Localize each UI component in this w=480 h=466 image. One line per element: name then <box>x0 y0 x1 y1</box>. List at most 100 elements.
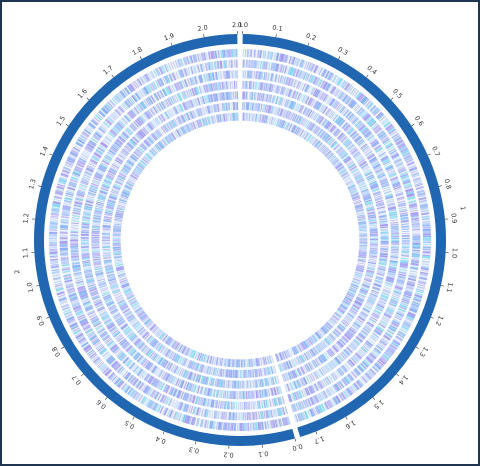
chr2-track-4-feature <box>116 334 123 341</box>
chr1-track-2-feature <box>400 173 409 178</box>
chr2-track-4-feature <box>163 372 169 381</box>
chr1-track-7-feature <box>322 148 329 155</box>
chr2-track-2-feature <box>62 270 71 274</box>
chr1-track-7-feature <box>344 178 352 183</box>
chr2-track-4-feature <box>132 351 140 359</box>
chr1-track-5-feature <box>307 109 313 118</box>
chr2-track-3-feature <box>101 333 110 340</box>
chr2-track-2-feature <box>259 411 263 420</box>
chr1-track-1-feature <box>262 50 265 59</box>
chr2-track-6-feature <box>228 369 230 378</box>
chr1-track-4-feature <box>298 379 303 388</box>
chr1-track-5-feature <box>294 102 299 111</box>
chr2-track-6-feature <box>104 266 113 270</box>
chr1-track-4-feature <box>377 174 386 179</box>
chr1-track-2-feature <box>327 84 333 92</box>
chr1-track-3-feature <box>369 336 377 342</box>
chr2-track-1-feature <box>59 176 68 182</box>
chr2-track-4-feature <box>250 390 253 399</box>
chr2-track-1-feature <box>178 413 182 422</box>
chr2-track-3-feature <box>279 396 283 405</box>
chr1-track-1-feature <box>383 351 392 359</box>
chr1-track-7-feature <box>280 351 285 360</box>
chr1-track-5-feature <box>325 121 332 130</box>
chr2-track-2-feature <box>213 410 216 419</box>
chr2-track-4-feature <box>109 326 117 333</box>
chr1-track-7-feature <box>337 167 346 173</box>
chr1-track-6-feature <box>296 356 302 365</box>
chr1-track-6-feature <box>337 325 345 332</box>
chr1-track-3-feature <box>398 204 407 208</box>
chr1-track-1-feature <box>364 372 372 380</box>
chr2-track-1-feature <box>75 141 84 148</box>
chr2-track-5-feature <box>264 378 268 387</box>
chr2-track-7-feature <box>168 338 174 346</box>
chr2-track-5-feature <box>91 234 100 235</box>
chr1-track-5-feature <box>358 314 367 320</box>
chr1-track-7-feature <box>359 241 368 243</box>
chr1-track-5-feature <box>371 287 380 292</box>
chr2-track-2-feature <box>135 380 142 389</box>
chr2-track-6-feature <box>102 231 111 233</box>
chr1-track-2-feature <box>333 384 340 392</box>
chr1-track-7-feature <box>351 195 360 200</box>
chr2-track-7-feature <box>235 359 237 368</box>
chr2-track-3-feature <box>180 391 185 400</box>
chr2-track-5-feature <box>221 92 224 101</box>
chr2-track-4-feature <box>259 389 262 398</box>
chr1-track-5-feature <box>374 280 383 284</box>
chr2-track-4-feature <box>236 391 238 400</box>
chr1-track-4-feature <box>386 276 395 280</box>
chr2-track-1-feature <box>49 229 58 231</box>
chr2-track-1-feature <box>164 64 169 73</box>
chr2-track-5-feature <box>118 153 126 160</box>
chr2-track-7-feature <box>222 358 224 367</box>
chr1-track-6-feature <box>347 312 355 318</box>
chr2-track-3-feature <box>132 107 139 115</box>
chr2-track-6-feature <box>162 125 168 133</box>
chr1-track-2-feature <box>378 341 386 347</box>
chr2-track-5-feature <box>210 377 214 386</box>
chr1-track-6-feature <box>337 148 344 155</box>
chr1-track-4-feature <box>346 127 353 134</box>
chr1-track-3-feature <box>351 117 359 125</box>
chr2-track-3-feature <box>99 331 107 337</box>
chr1-track-1-feature <box>414 182 423 186</box>
chr2-track-2-feature <box>211 410 214 419</box>
chr1-track-5-feature <box>304 364 310 373</box>
chr1-track-1-feature <box>309 408 314 417</box>
chr2-track-1-feature <box>72 146 81 152</box>
chr1-track-7-feature <box>348 187 357 192</box>
chr2-track-3-feature <box>132 365 140 373</box>
chr1-track-2-feature <box>389 324 398 330</box>
chr1-track-6-feature <box>299 117 304 125</box>
chr1-track-2-feature <box>324 82 331 91</box>
chr1-track-3-feature <box>283 76 287 85</box>
chr1-track-7-feature <box>296 344 302 352</box>
chr1-track-1-feature <box>379 115 386 122</box>
chr1-track-7-feature <box>344 295 353 301</box>
chr1-track-1-feature <box>315 405 322 414</box>
chr1-track-1-feature <box>377 360 385 367</box>
chr1-track-3-feature <box>302 388 307 397</box>
chr1-track-7-feature <box>314 332 322 340</box>
chr1-track-3-feature <box>297 81 302 90</box>
chr1-track-2-feature <box>380 135 388 141</box>
chr2-track-7-feature <box>113 255 122 259</box>
chr1-track-1-feature <box>282 54 286 63</box>
chr1-track-4-feature <box>375 305 384 311</box>
chr1-track-2-feature <box>322 81 329 90</box>
chr2-track-6-feature <box>103 218 112 220</box>
chr2-track-4-feature <box>112 144 120 150</box>
chr1-track-2-feature <box>362 112 369 120</box>
chr1-track-5-feature <box>326 122 332 130</box>
chr1-track-7-feature <box>309 136 315 144</box>
chr2-track-2-feature <box>184 68 188 77</box>
chr1-track-4-feature <box>389 263 398 267</box>
chr2-track-6-feature <box>106 203 115 208</box>
chr1-track-6-feature <box>333 143 340 151</box>
chr2-track-4-feature <box>183 381 187 389</box>
chr2-track-6-feature <box>202 365 206 373</box>
chr2-track-7-feature <box>158 141 164 149</box>
chr1-track-3-feature <box>292 79 297 88</box>
